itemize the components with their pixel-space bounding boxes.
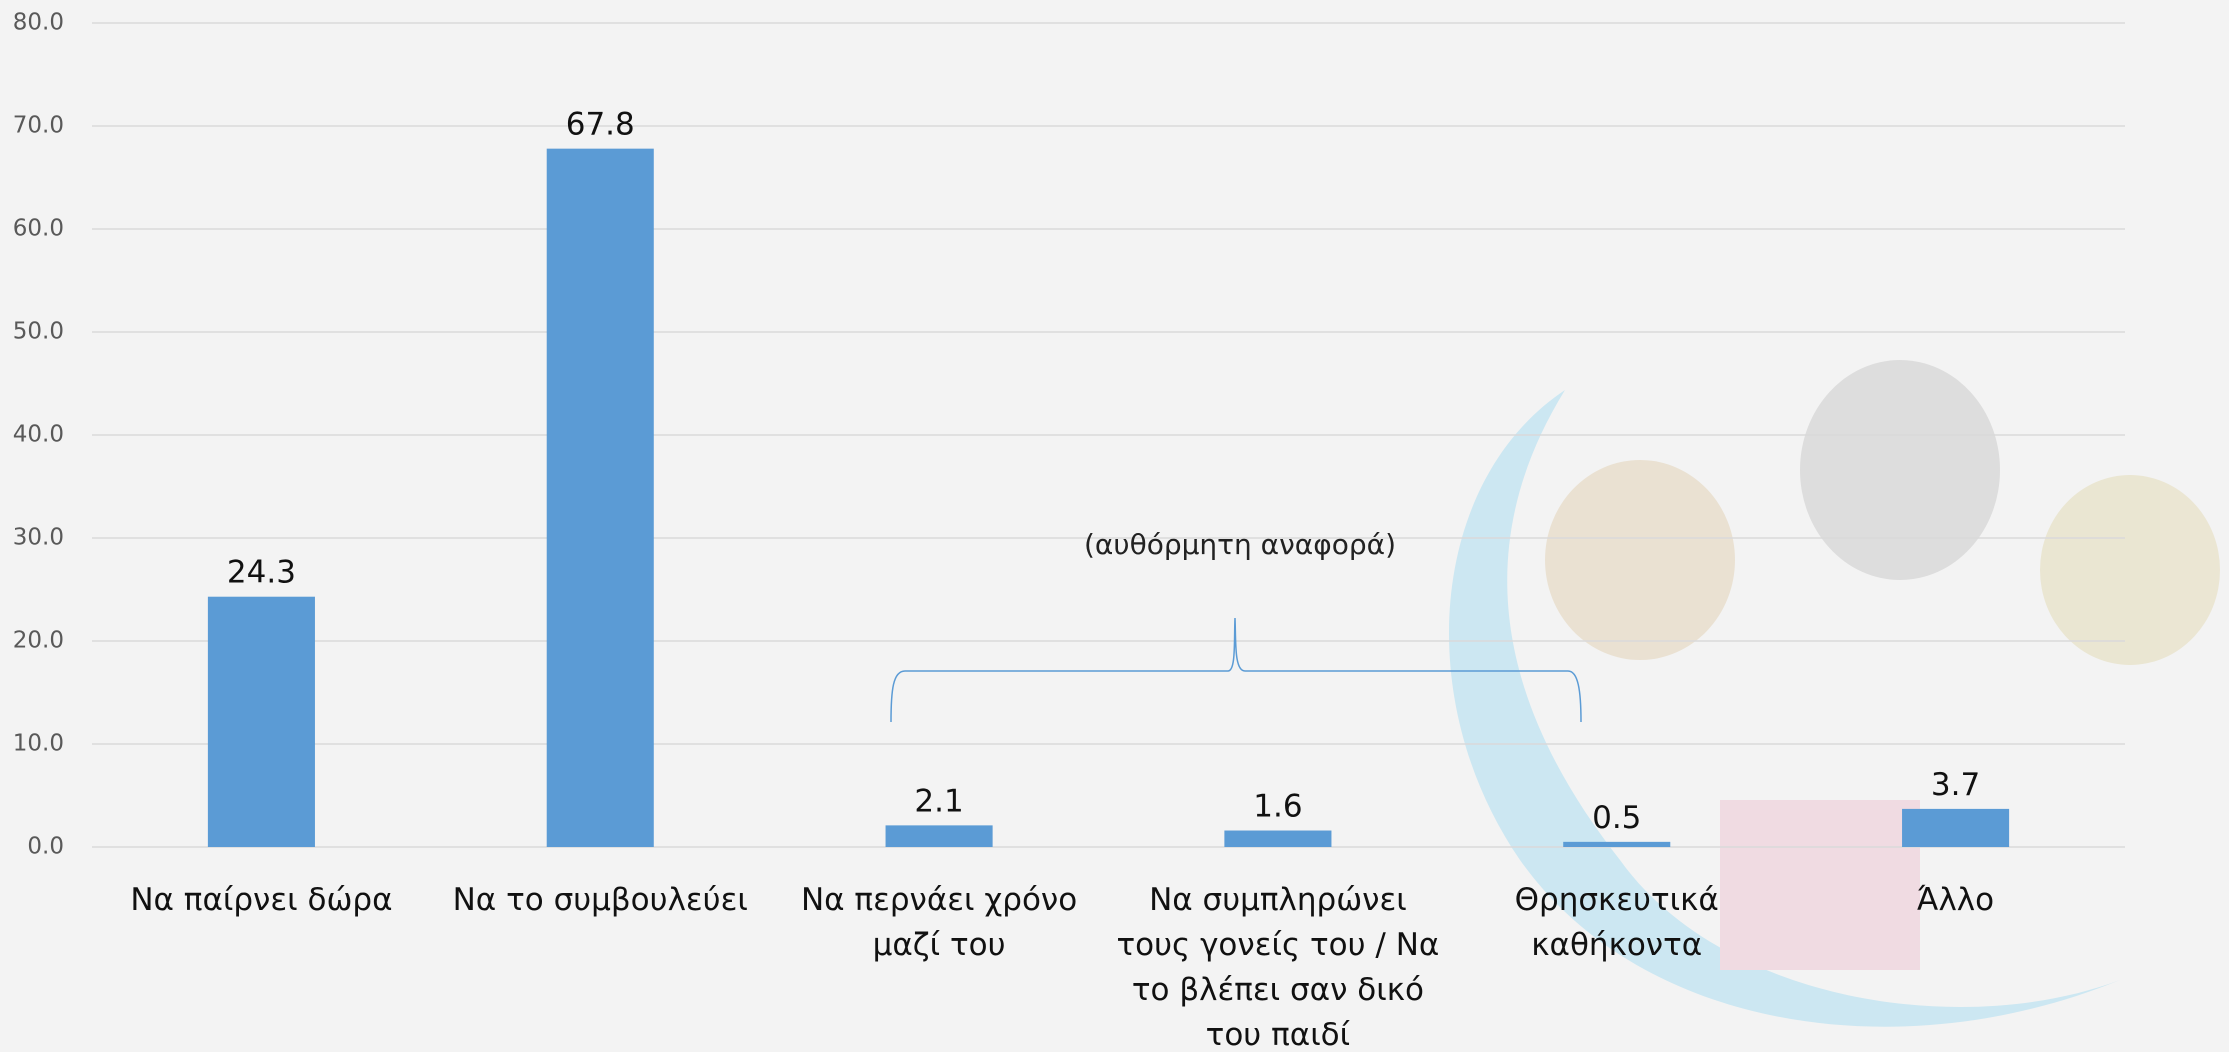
y-tick-label: 60.0 <box>13 216 64 242</box>
annotation: (αυθόρμητη αναφορά) <box>1084 528 1396 561</box>
gift <box>1720 800 1920 970</box>
figure-head <box>1545 460 1735 660</box>
y-tick-label: 50.0 <box>13 319 64 345</box>
value-label: 67.8 <box>566 107 635 143</box>
bar <box>207 596 315 847</box>
bar <box>885 825 993 847</box>
x-tick-label: Να παίρνει δώρα <box>130 882 393 918</box>
y-tick-label: 40.0 <box>13 422 64 448</box>
value-label: 2.1 <box>914 783 963 819</box>
y-tick-label: 10.0 <box>13 731 64 757</box>
value-label: 0.5 <box>1592 800 1641 836</box>
y-tick-label: 20.0 <box>13 628 64 654</box>
y-tick-label: 30.0 <box>13 525 64 551</box>
x-tick-label: Άλλο <box>1917 882 1995 918</box>
value-label: 24.3 <box>227 555 296 591</box>
crescent <box>1449 390 2120 1027</box>
x-tick-label: Να το συμβουλεύει <box>452 882 748 918</box>
x-tick-label: Θρησκευτικά καθήκοντα <box>1514 882 1719 963</box>
value-label: 3.7 <box>1931 767 1980 803</box>
bar <box>1224 830 1332 847</box>
brace <box>890 617 1582 723</box>
decoration <box>1449 360 2220 1027</box>
x-tick-label: Να συμπληρώνει τους γονείς του / Να το β… <box>1116 882 1440 1052</box>
figure-head <box>1800 360 2000 580</box>
figure-head <box>2040 475 2220 665</box>
bar <box>546 148 654 847</box>
y-tick-label: 0.0 <box>27 834 64 860</box>
value-label: 1.6 <box>1253 789 1302 825</box>
bar <box>1563 841 1671 847</box>
x-tick-label: Να περνάει χρόνο μαζί του <box>800 882 1078 963</box>
bar <box>1902 808 2010 847</box>
y-tick-label: 80.0 <box>13 10 64 36</box>
y-tick-label: 70.0 <box>13 113 64 139</box>
